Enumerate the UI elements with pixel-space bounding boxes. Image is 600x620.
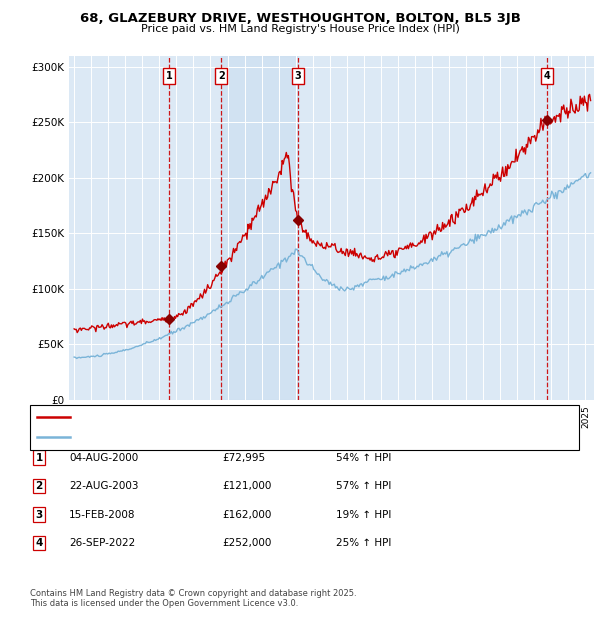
Text: 2: 2 [35, 481, 43, 491]
Text: 68, GLAZEBURY DRIVE, WESTHOUGHTON, BOLTON, BL5 3JB: 68, GLAZEBURY DRIVE, WESTHOUGHTON, BOLTO… [80, 12, 520, 25]
Text: 22-AUG-2003: 22-AUG-2003 [69, 481, 139, 491]
Text: 04-AUG-2000: 04-AUG-2000 [69, 453, 138, 463]
Text: 57% ↑ HPI: 57% ↑ HPI [336, 481, 391, 491]
Text: 3: 3 [35, 510, 43, 520]
Text: 1: 1 [166, 71, 173, 81]
Text: 25% ↑ HPI: 25% ↑ HPI [336, 538, 391, 548]
Text: 15-FEB-2008: 15-FEB-2008 [69, 510, 136, 520]
Text: 4: 4 [35, 538, 43, 548]
Text: 68, GLAZEBURY DRIVE, WESTHOUGHTON, BOLTON, BL5 3JB (semi-detached house): 68, GLAZEBURY DRIVE, WESTHOUGHTON, BOLTO… [76, 413, 451, 422]
Text: HPI: Average price, semi-detached house, Bolton: HPI: Average price, semi-detached house,… [76, 433, 298, 441]
Text: £121,000: £121,000 [222, 481, 271, 491]
Text: £252,000: £252,000 [222, 538, 271, 548]
Text: £72,995: £72,995 [222, 453, 265, 463]
Text: Contains HM Land Registry data © Crown copyright and database right 2025.
This d: Contains HM Land Registry data © Crown c… [30, 589, 356, 608]
Text: 19% ↑ HPI: 19% ↑ HPI [336, 510, 391, 520]
Text: 26-SEP-2022: 26-SEP-2022 [69, 538, 135, 548]
Text: £162,000: £162,000 [222, 510, 271, 520]
Text: 4: 4 [544, 71, 550, 81]
Text: 54% ↑ HPI: 54% ↑ HPI [336, 453, 391, 463]
Text: 3: 3 [295, 71, 301, 81]
Text: 1: 1 [35, 453, 43, 463]
Bar [221, 56, 298, 400]
Text: 2: 2 [218, 71, 225, 81]
Text: Price paid vs. HM Land Registry's House Price Index (HPI): Price paid vs. HM Land Registry's House … [140, 24, 460, 33]
